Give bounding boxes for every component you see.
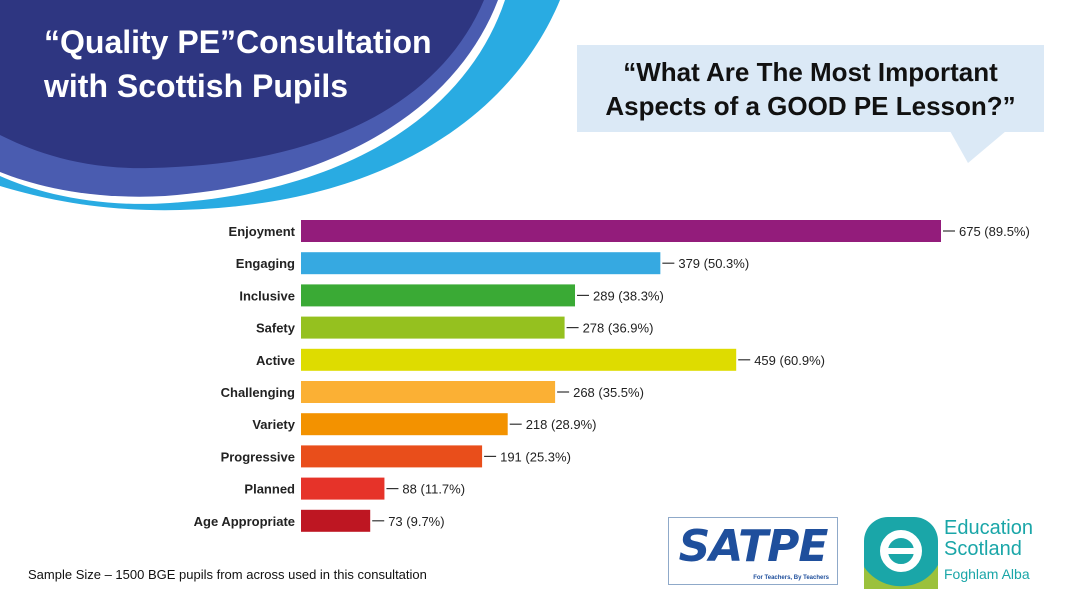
foghlam-alba-name: Foghlam Alba xyxy=(944,566,1030,582)
data-label-planned: 88 (11.7%) xyxy=(402,482,465,497)
bar-enjoyment xyxy=(301,220,941,242)
education-scotland-name: Education Scotland xyxy=(944,517,1033,560)
category-label-enjoyment: Enjoyment xyxy=(229,224,296,239)
category-label-active: Active xyxy=(256,353,295,368)
data-label-enjoyment: 675 (89.5%) xyxy=(959,224,1030,239)
question-callout: “What Are The Most Important Aspects of … xyxy=(577,45,1044,132)
category-label-inclusive: Inclusive xyxy=(239,288,295,303)
bar-inclusive xyxy=(301,284,576,307)
category-label-age-appropriate: Age Appropriate xyxy=(194,514,295,529)
data-label-engaging: 379 (50.3%) xyxy=(678,256,749,271)
bar-planned xyxy=(301,477,385,500)
data-label-age-appropriate: 73 (9.7%) xyxy=(388,514,444,529)
satpe-tagline: For Teachers, By Teachers xyxy=(753,575,829,581)
question-text: “What Are The Most Important Aspects of … xyxy=(605,57,1016,121)
data-label-progressive: 191 (25.3%) xyxy=(500,449,571,464)
bar-challenging xyxy=(301,381,556,403)
category-label-planned: Planned xyxy=(244,482,295,497)
bar-engaging xyxy=(301,252,661,275)
category-label-challenging: Challenging xyxy=(221,385,295,400)
data-label-inclusive: 289 (38.3%) xyxy=(593,288,664,303)
category-label-engaging: Engaging xyxy=(236,256,295,271)
sample-size-note: Sample Size – 1500 BGE pupils from acros… xyxy=(28,567,427,582)
header-swoosh xyxy=(0,0,560,211)
data-label-safety: 278 (36.9%) xyxy=(583,321,654,336)
data-label-active: 459 (60.9%) xyxy=(754,353,825,368)
category-label-variety: Variety xyxy=(252,417,295,432)
bar-age-appropriate xyxy=(301,509,371,532)
category-label-safety: Safety xyxy=(256,321,296,336)
education-scotland-icon xyxy=(864,517,938,589)
satpe-wordmark: SATPE xyxy=(678,521,829,572)
bar-variety xyxy=(301,413,508,436)
page-title: “Quality PE”Consultation with Scottish P… xyxy=(44,24,432,104)
data-label-variety: 218 (28.9%) xyxy=(526,417,597,432)
callout-pointer xyxy=(950,131,1006,163)
category-label-progressive: Progressive xyxy=(221,449,295,464)
bar-progressive xyxy=(301,445,483,468)
bar-safety xyxy=(301,316,565,339)
data-label-challenging: 268 (35.5%) xyxy=(573,385,644,400)
satpe-logo: SATPE For Teachers, By Teachers xyxy=(668,517,838,585)
bar-active xyxy=(301,348,737,371)
